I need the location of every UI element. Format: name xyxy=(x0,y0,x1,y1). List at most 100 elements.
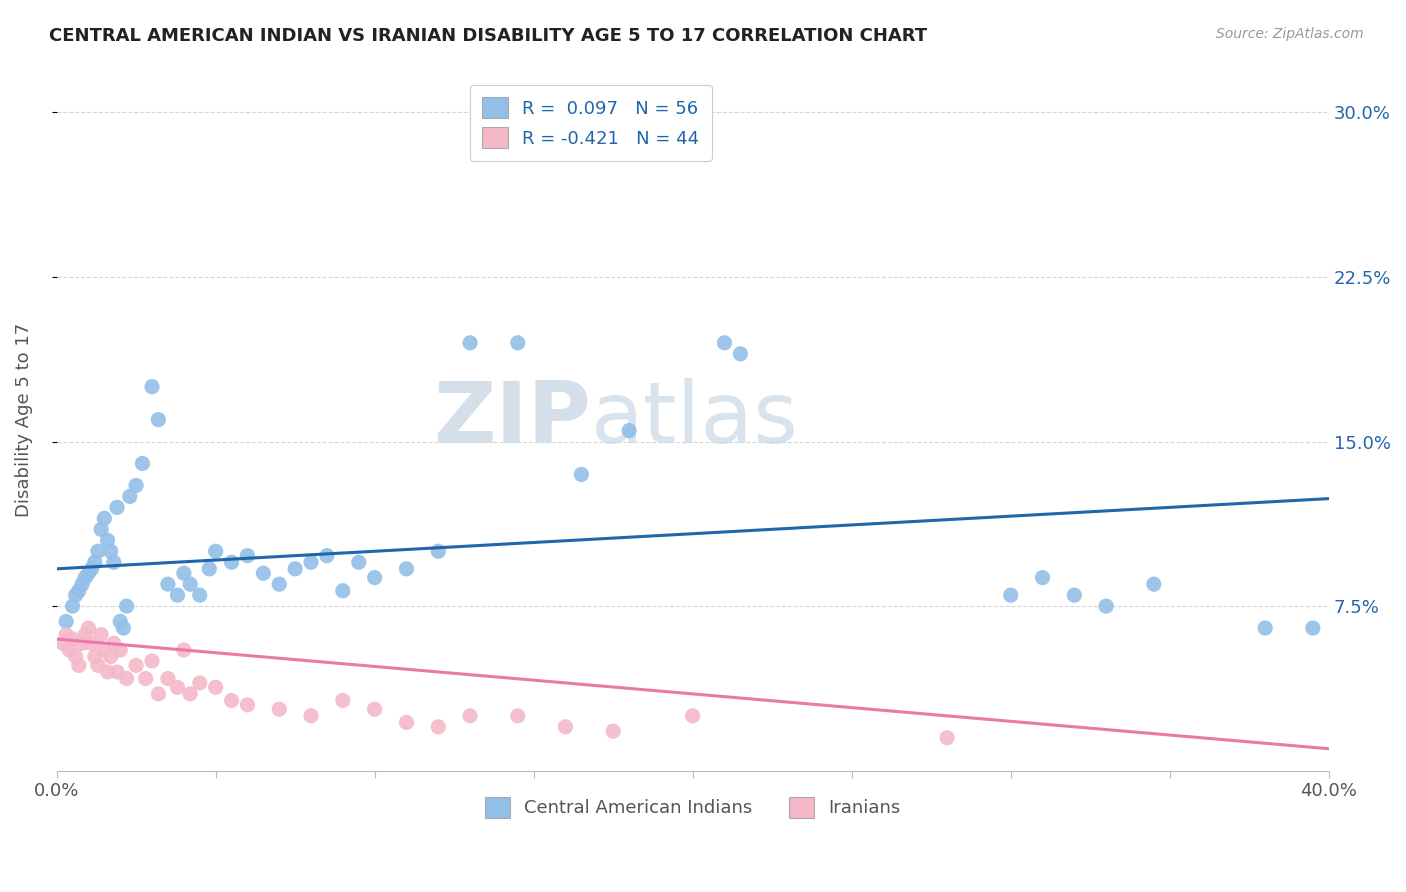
Point xyxy=(236,549,259,563)
Point xyxy=(118,490,141,504)
Point xyxy=(221,693,243,707)
Point xyxy=(96,533,118,548)
Point xyxy=(67,658,90,673)
Point xyxy=(269,702,291,716)
Point xyxy=(110,615,132,629)
Point xyxy=(332,693,354,707)
Point xyxy=(395,715,418,730)
Point xyxy=(179,577,201,591)
Point xyxy=(103,636,125,650)
Point xyxy=(110,643,132,657)
Point xyxy=(125,658,148,673)
Point xyxy=(70,577,93,591)
Point xyxy=(65,588,87,602)
Point xyxy=(713,335,735,350)
Point xyxy=(62,632,84,646)
Text: CENTRAL AMERICAN INDIAN VS IRANIAN DISABILITY AGE 5 TO 17 CORRELATION CHART: CENTRAL AMERICAN INDIAN VS IRANIAN DISAB… xyxy=(49,27,928,45)
Point xyxy=(1143,577,1166,591)
Point xyxy=(1063,588,1085,602)
Legend: Central American Indians, Iranians: Central American Indians, Iranians xyxy=(478,789,908,825)
Point xyxy=(148,412,170,426)
Text: atlas: atlas xyxy=(591,378,799,461)
Point xyxy=(554,720,576,734)
Point xyxy=(188,676,211,690)
Point xyxy=(198,562,221,576)
Point xyxy=(75,571,97,585)
Point xyxy=(363,702,385,716)
Point xyxy=(115,672,138,686)
Point xyxy=(221,555,243,569)
Point xyxy=(458,335,481,350)
Point xyxy=(682,709,704,723)
Point xyxy=(55,627,77,641)
Point xyxy=(204,681,226,695)
Point xyxy=(131,457,153,471)
Text: Source: ZipAtlas.com: Source: ZipAtlas.com xyxy=(1216,27,1364,41)
Point xyxy=(363,571,385,585)
Point xyxy=(284,562,307,576)
Point xyxy=(52,636,75,650)
Point xyxy=(83,555,105,569)
Point xyxy=(316,549,339,563)
Point xyxy=(90,522,112,536)
Point xyxy=(1095,599,1118,614)
Point xyxy=(299,555,322,569)
Point xyxy=(125,478,148,492)
Point xyxy=(100,649,122,664)
Point xyxy=(1302,621,1324,635)
Point xyxy=(141,380,163,394)
Point xyxy=(506,709,529,723)
Point xyxy=(1254,621,1277,635)
Point xyxy=(70,636,93,650)
Point xyxy=(506,335,529,350)
Point xyxy=(80,636,103,650)
Point xyxy=(83,649,105,664)
Point xyxy=(1000,588,1022,602)
Point xyxy=(730,347,752,361)
Point xyxy=(141,654,163,668)
Point xyxy=(166,681,188,695)
Point xyxy=(173,566,195,581)
Point xyxy=(569,467,592,482)
Point xyxy=(62,599,84,614)
Point xyxy=(93,643,115,657)
Point xyxy=(299,709,322,723)
Point xyxy=(188,588,211,602)
Point xyxy=(112,621,135,635)
Point xyxy=(105,665,128,679)
Point xyxy=(135,672,157,686)
Point xyxy=(269,577,291,591)
Point xyxy=(347,555,370,569)
Point xyxy=(156,672,179,686)
Point xyxy=(77,621,100,635)
Point xyxy=(90,627,112,641)
Point xyxy=(252,566,274,581)
Point xyxy=(395,562,418,576)
Point xyxy=(602,724,624,739)
Point xyxy=(67,583,90,598)
Point xyxy=(80,562,103,576)
Point xyxy=(156,577,179,591)
Point xyxy=(427,544,450,558)
Point xyxy=(55,615,77,629)
Text: ZIP: ZIP xyxy=(433,378,591,461)
Point xyxy=(115,599,138,614)
Point xyxy=(458,709,481,723)
Point xyxy=(173,643,195,657)
Point xyxy=(75,627,97,641)
Point xyxy=(148,687,170,701)
Point xyxy=(77,566,100,581)
Point xyxy=(236,698,259,712)
Point xyxy=(87,544,110,558)
Point xyxy=(65,649,87,664)
Point xyxy=(87,658,110,673)
Point xyxy=(332,583,354,598)
Point xyxy=(96,665,118,679)
Point xyxy=(166,588,188,602)
Point xyxy=(1031,571,1053,585)
Point xyxy=(936,731,959,745)
Point xyxy=(93,511,115,525)
Point xyxy=(617,424,640,438)
Point xyxy=(179,687,201,701)
Point xyxy=(103,555,125,569)
